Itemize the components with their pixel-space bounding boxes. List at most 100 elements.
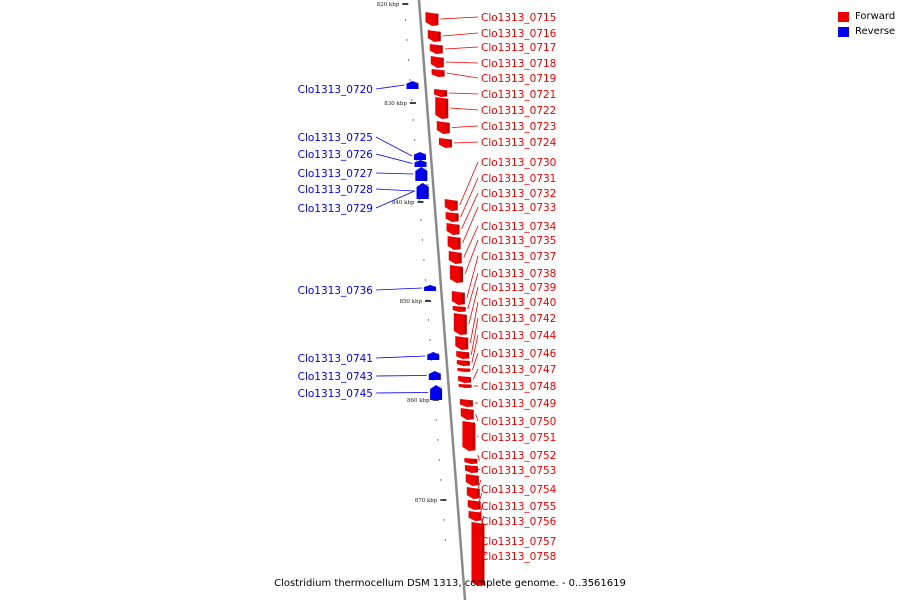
gene-label[interactable]: Clo1313_0750 — [481, 416, 556, 428]
gene-block[interactable] — [462, 421, 476, 451]
gene-block[interactable] — [430, 56, 444, 68]
gene-block[interactable] — [416, 183, 429, 199]
gene-block[interactable] — [458, 376, 472, 383]
gene-block-shade — [460, 266, 464, 282]
gene-label[interactable]: Clo1313_0756 — [481, 516, 557, 528]
gene-block-shade — [455, 213, 459, 221]
gene-label[interactable]: Clo1313_0755 — [481, 501, 556, 513]
gene-label[interactable]: Clo1313_0715 — [481, 12, 556, 24]
gene-label[interactable]: Clo1313_0719 — [481, 73, 556, 85]
gene-label[interactable]: Clo1313_0733 — [481, 202, 556, 214]
gene-label[interactable]: Clo1313_0742 — [481, 313, 556, 325]
gene-label[interactable]: Clo1313_0734 — [481, 221, 557, 233]
gene-block[interactable] — [430, 385, 443, 400]
gene-label[interactable]: Clo1313_0754 — [481, 484, 557, 496]
gene-label[interactable]: Clo1313_0725 — [298, 132, 373, 144]
minor-tick-dot — [409, 79, 411, 81]
gene-block[interactable] — [468, 511, 482, 521]
gene-block[interactable] — [466, 487, 480, 499]
gene-label[interactable]: Clo1313_0727 — [298, 168, 373, 180]
leader-line — [477, 479, 482, 490]
gene-label[interactable]: Clo1313_0748 — [481, 381, 556, 393]
gene-label[interactable]: Clo1313_0722 — [481, 105, 556, 117]
gene-label[interactable]: Clo1313_0745 — [298, 388, 373, 400]
gene-block[interactable] — [464, 465, 478, 473]
gene-block-shade — [469, 400, 473, 406]
gene-block[interactable] — [414, 160, 427, 167]
gene-block[interactable] — [456, 360, 470, 366]
gene-label[interactable]: Clo1313_0718 — [481, 58, 556, 70]
gene-block[interactable] — [427, 352, 440, 360]
gene-label[interactable]: Clo1313_0726 — [298, 149, 374, 161]
leader-line — [459, 161, 479, 206]
gene-label[interactable]: Clo1313_0720 — [298, 84, 373, 96]
gene-block[interactable] — [457, 368, 471, 372]
gene-label[interactable]: Clo1313_0728 — [298, 184, 373, 196]
gene-block[interactable] — [435, 97, 449, 119]
gene-label[interactable]: Clo1313_0735 — [481, 235, 556, 247]
gene-block[interactable] — [459, 399, 473, 407]
gene-label[interactable]: Clo1313_0716 — [481, 28, 557, 40]
gene-block[interactable] — [465, 474, 479, 486]
gene-block[interactable] — [453, 313, 467, 335]
leader-line — [477, 468, 481, 471]
gene-block[interactable] — [452, 306, 466, 312]
gene-block-shade — [466, 352, 470, 358]
minor-tick-dot — [412, 119, 414, 121]
gene-block[interactable] — [451, 291, 465, 305]
gene-label[interactable]: Clo1313_0746 — [481, 348, 557, 360]
gene-block[interactable] — [425, 12, 439, 26]
gene-label[interactable]: Clo1313_0729 — [298, 203, 373, 215]
gene-block[interactable] — [455, 336, 469, 350]
gene-block-shade — [465, 337, 469, 349]
gene-label[interactable]: Clo1313_0732 — [481, 188, 556, 200]
gene-block[interactable] — [450, 265, 464, 283]
gene-block-shade — [461, 292, 465, 304]
gene-block[interactable] — [415, 167, 428, 181]
gene-label[interactable]: Clo1313_0752 — [481, 450, 556, 462]
gene-block[interactable] — [448, 251, 462, 264]
gene-block[interactable] — [406, 81, 419, 89]
gene-block[interactable] — [456, 351, 470, 359]
gene-label[interactable]: Clo1313_0743 — [298, 371, 373, 383]
gene-label[interactable]: Clo1313_0741 — [298, 353, 373, 365]
gene-label[interactable]: Clo1313_0724 — [481, 137, 557, 149]
gene-block[interactable] — [446, 223, 460, 235]
gene-label[interactable]: Clo1313_0751 — [481, 432, 556, 444]
gene-block[interactable] — [428, 371, 441, 380]
gene-block-shade — [458, 252, 462, 263]
gene-label[interactable]: Clo1313_0738 — [481, 268, 556, 280]
gene-label[interactable]: Clo1313_0721 — [481, 89, 556, 101]
gene-label[interactable]: Clo1313_0758 — [481, 551, 556, 563]
gene-block[interactable] — [424, 285, 437, 291]
gene-label[interactable]: Clo1313_0744 — [481, 330, 557, 342]
gene-label[interactable]: Clo1313_0757 — [481, 536, 556, 548]
gene-block[interactable] — [413, 152, 426, 160]
gene-label[interactable]: Clo1313_0749 — [481, 398, 556, 410]
gene-block[interactable] — [444, 199, 458, 211]
gene-block[interactable] — [431, 69, 445, 77]
gene-label[interactable]: Clo1313_0730 — [481, 157, 556, 169]
gene-label[interactable]: Clo1313_0723 — [481, 121, 556, 133]
gene-block[interactable] — [467, 500, 481, 510]
minor-tick-dot — [429, 339, 431, 341]
gene-block[interactable] — [434, 89, 448, 97]
gene-label[interactable]: Clo1313_0753 — [481, 465, 556, 477]
gene-block[interactable] — [429, 44, 443, 54]
gene-block[interactable] — [436, 121, 450, 134]
gene-label[interactable]: Clo1313_0740 — [481, 297, 556, 309]
gene-block[interactable] — [447, 236, 461, 250]
gene-label[interactable]: Clo1313_0747 — [481, 364, 556, 376]
gene-block[interactable] — [427, 30, 441, 42]
gene-label[interactable]: Clo1313_0737 — [481, 251, 556, 263]
gene-block[interactable] — [445, 212, 459, 222]
gene-block[interactable] — [460, 408, 474, 420]
gene-block[interactable] — [471, 522, 485, 586]
gene-label[interactable]: Clo1313_0739 — [481, 282, 556, 294]
gene-block[interactable] — [458, 384, 472, 388]
gene-block[interactable] — [464, 458, 478, 464]
gene-label[interactable]: Clo1313_0736 — [298, 285, 374, 297]
gene-label[interactable]: Clo1313_0731 — [481, 173, 556, 185]
gene-block[interactable] — [438, 138, 452, 148]
gene-label[interactable]: Clo1313_0717 — [481, 42, 556, 54]
